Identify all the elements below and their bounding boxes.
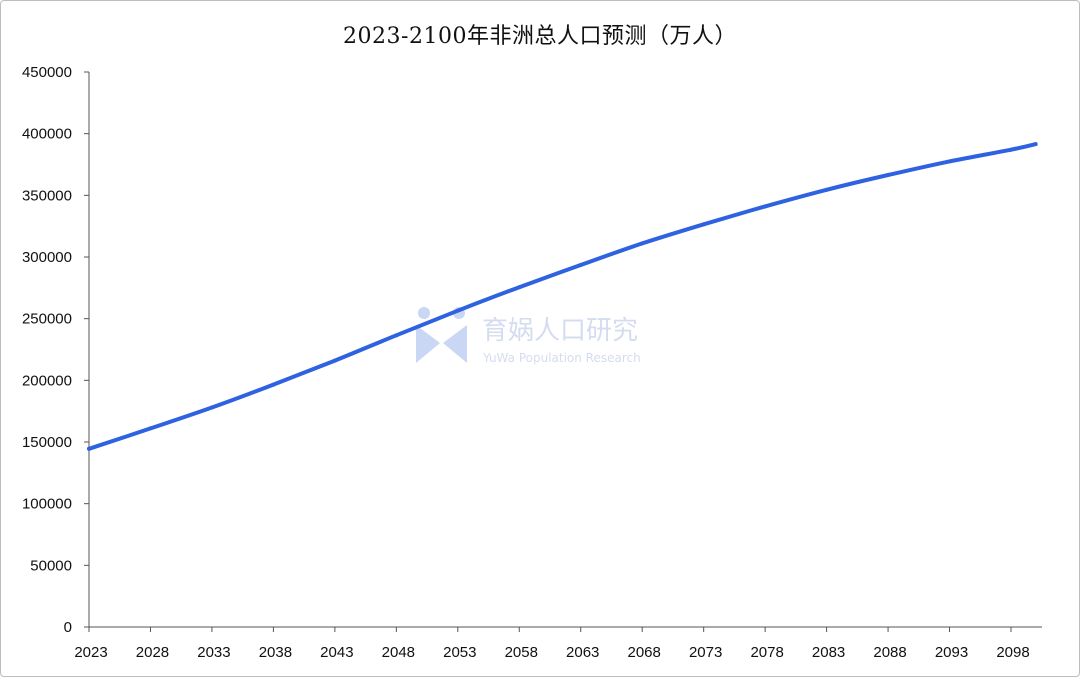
series-line [87,142,1038,451]
data-point [332,358,337,363]
x-tick-label: 2078 [750,644,783,661]
data-point [578,263,583,268]
data-point [271,382,276,387]
x-tick-label: 2083 [812,644,845,661]
y-tick-label: 150000 [22,434,72,451]
y-tick-label: 0 [64,619,72,636]
x-axis-ticks: 2023 2028 2033 2038 2043 2048 2053 2058 2063 2068… [74,627,1030,661]
x-tick-label: 2048 [382,644,415,661]
y-tick-label: 50000 [30,557,72,574]
series-group [87,142,1038,451]
data-point [394,333,399,338]
y-tick-label: 450000 [22,64,72,81]
x-tick-label: 2073 [689,644,722,661]
data-point [517,285,522,290]
data-point [824,187,829,192]
chart-title: 2023-2100年非洲总人口预测（万人） [343,24,737,49]
watermark-subtitle-text: YuWa Population Research [482,351,641,365]
y-tick-label: 200000 [22,372,72,389]
data-point [763,204,768,209]
watermark-brand-text: 育娲人口研究 [482,316,638,346]
x-tick-label: 2058 [505,644,538,661]
x-tick-label: 2098 [996,644,1029,661]
data-point [640,241,645,246]
x-tick-label: 2033 [197,644,230,661]
data-point [87,446,91,451]
data-point [148,426,153,431]
x-tick-label: 2028 [136,644,169,661]
x-tick-label: 2068 [628,644,661,661]
data-point [701,222,706,227]
watermark: 育娲人口研究 YuWa Population Research [416,307,641,365]
data-point [1033,142,1038,147]
data-point [455,308,460,313]
x-tick-label: 2023 [74,644,107,661]
y-tick-label: 250000 [22,311,72,328]
y-axis-ticks: 0 50000 100000 150000 200000 250000 300000 3500… [22,64,89,636]
data-point [947,159,952,164]
data-point [1009,147,1013,152]
x-tick-label: 2088 [873,644,906,661]
y-tick-label: 400000 [22,126,72,143]
x-tick-label: 2043 [320,644,353,661]
x-tick-label: 2053 [443,644,476,661]
y-tick-label: 300000 [22,249,72,266]
x-tick-label: 2063 [566,644,599,661]
x-tick-label: 2038 [259,644,292,661]
data-point [886,172,891,177]
y-tick-label: 100000 [22,496,72,513]
y-tick-label: 350000 [22,187,72,204]
x-tick-label: 2093 [935,644,968,661]
data-point [209,405,214,410]
